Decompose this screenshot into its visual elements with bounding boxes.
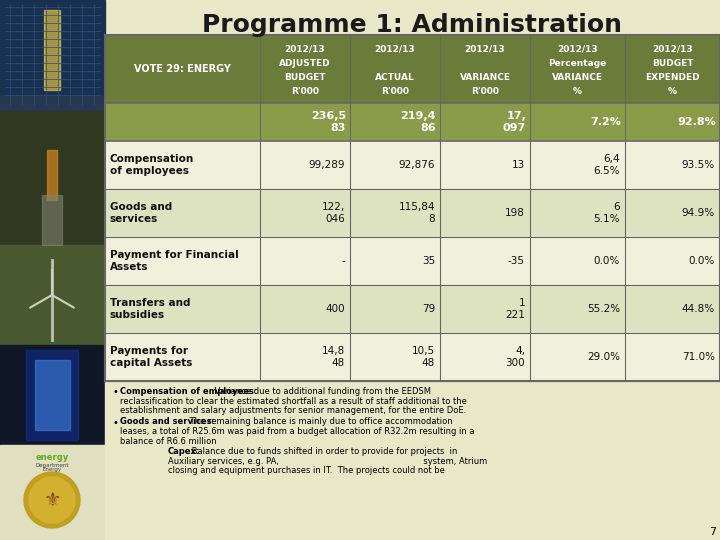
Polygon shape	[29, 477, 75, 523]
Text: 2012/13: 2012/13	[374, 45, 415, 54]
Bar	[42, 195, 62, 245]
Text: •: •	[113, 387, 119, 397]
Text: 44.8%: 44.8%	[682, 304, 715, 314]
Bar	[105, 35, 720, 103]
Text: 6,4
6.5%: 6,4 6.5%	[593, 154, 620, 176]
Text: 122,
046: 122, 046	[322, 202, 345, 224]
Text: The remaining balance is mainly due to office accommodation: The remaining balance is mainly due to o…	[187, 417, 452, 427]
Text: 13: 13	[512, 160, 525, 170]
Text: -35: -35	[508, 256, 525, 266]
Bar	[105, 381, 720, 540]
Text: Transfers and
subsidies: Transfers and subsidies	[110, 298, 191, 320]
Text: Balance due to funds shifted in order to provide for projects  in: Balance due to funds shifted in order to…	[189, 447, 457, 456]
Bar	[105, 237, 720, 285]
Text: 10,5
48: 10,5 48	[412, 346, 435, 368]
Text: 29.0%: 29.0%	[587, 352, 620, 362]
Bar	[105, 141, 720, 189]
Text: VOTE 29: ENERGY: VOTE 29: ENERGY	[134, 64, 231, 74]
Text: 99,289: 99,289	[308, 160, 345, 170]
Bar	[0, 445, 105, 540]
Text: Goods and
services: Goods and services	[110, 202, 172, 224]
Text: VARIANCE: VARIANCE	[552, 73, 603, 82]
Text: Department: Department	[35, 462, 68, 468]
Polygon shape	[24, 472, 80, 528]
Text: balance of R6.6 million: balance of R6.6 million	[120, 436, 217, 446]
Bar	[0, 345, 105, 445]
Text: %: %	[668, 87, 677, 96]
Text: BUDGET: BUDGET	[284, 73, 325, 82]
Text: R'000: R'000	[291, 87, 319, 96]
Bar	[105, 285, 720, 333]
Text: Compensation of employees:: Compensation of employees:	[120, 387, 257, 396]
Bar	[0, 95, 105, 110]
Bar	[44, 10, 60, 90]
Text: ADJUSTED: ADJUSTED	[279, 59, 330, 68]
Bar	[47, 150, 57, 200]
Text: 400: 400	[325, 304, 345, 314]
Text: 71.0%: 71.0%	[682, 352, 715, 362]
Text: Auxiliary services, e.g. PA,                                                    : Auxiliary services, e.g. PA,	[168, 456, 487, 465]
Text: 2012/13: 2012/13	[284, 45, 325, 54]
Text: leases, a total of R25.6m was paid from a budget allocation of R32.2m resulting : leases, a total of R25.6m was paid from …	[120, 427, 474, 436]
Text: 0.0%: 0.0%	[594, 256, 620, 266]
Text: R'000: R'000	[381, 87, 409, 96]
Text: VARIANCE: VARIANCE	[459, 73, 510, 82]
Text: Variance due to additional funding from the EEDSM: Variance due to additional funding from …	[212, 387, 431, 396]
Bar	[0, 105, 105, 245]
Text: 198: 198	[505, 208, 525, 218]
Text: reclassification to clear the estimated shortfall as a result of staff additiona: reclassification to clear the estimated …	[120, 396, 467, 406]
Bar	[105, 189, 720, 237]
Bar	[35, 360, 70, 430]
Text: 14,8
48: 14,8 48	[322, 346, 345, 368]
Text: 1
221: 1 221	[505, 298, 525, 320]
Text: energy: energy	[35, 454, 68, 462]
Bar	[105, 103, 720, 141]
Text: 92,876: 92,876	[398, 160, 435, 170]
Text: Energy: Energy	[42, 468, 62, 472]
Text: 2012/13: 2012/13	[652, 45, 693, 54]
Text: 219,4
86: 219,4 86	[400, 111, 436, 133]
Text: 7: 7	[709, 527, 716, 537]
Text: Programme 1: Administration: Programme 1: Administration	[202, 13, 623, 37]
Bar	[105, 333, 720, 381]
Text: Payment for Financial
Assets: Payment for Financial Assets	[110, 250, 239, 272]
Text: 115,84
8: 115,84 8	[398, 202, 435, 224]
Bar	[26, 350, 78, 440]
Text: •: •	[113, 417, 119, 428]
Bar	[0, 245, 105, 345]
Text: 2012/13: 2012/13	[464, 45, 505, 54]
Text: 7.2%: 7.2%	[590, 117, 621, 127]
Text: 4,
300: 4, 300	[505, 346, 525, 368]
Text: Capex:: Capex:	[168, 447, 200, 456]
Text: Goods and services:: Goods and services:	[120, 417, 215, 427]
Text: BUDGET: BUDGET	[652, 59, 693, 68]
Bar	[0, 0, 105, 100]
Text: Compensation
of employees: Compensation of employees	[110, 154, 194, 176]
Text: %: %	[573, 87, 582, 96]
Text: 2012/13: 2012/13	[557, 45, 598, 54]
Text: 92.8%: 92.8%	[678, 117, 716, 127]
Text: Percentage: Percentage	[549, 59, 607, 68]
Text: closing and equipment purchases in IT.  The projects could not be: closing and equipment purchases in IT. T…	[168, 466, 445, 475]
Text: R'000: R'000	[471, 87, 499, 96]
Text: ⚜: ⚜	[43, 490, 60, 510]
Text: Payments for
capital Assets: Payments for capital Assets	[110, 346, 192, 368]
Text: 0.0%: 0.0%	[689, 256, 715, 266]
Text: 55.2%: 55.2%	[587, 304, 620, 314]
Text: EXPENDED: EXPENDED	[645, 73, 700, 82]
Text: 79: 79	[422, 304, 435, 314]
Text: 236,5
83: 236,5 83	[311, 111, 346, 133]
Text: 93.5%: 93.5%	[682, 160, 715, 170]
Text: 94.9%: 94.9%	[682, 208, 715, 218]
Text: establishment and salary adjustments for senior management, for the entire DoE.: establishment and salary adjustments for…	[120, 406, 467, 415]
Text: 35: 35	[422, 256, 435, 266]
Text: -: -	[341, 256, 345, 266]
Text: 17,
097: 17, 097	[503, 111, 526, 133]
Text: 6
5.1%: 6 5.1%	[593, 202, 620, 224]
Text: ACTUAL: ACTUAL	[375, 73, 415, 82]
